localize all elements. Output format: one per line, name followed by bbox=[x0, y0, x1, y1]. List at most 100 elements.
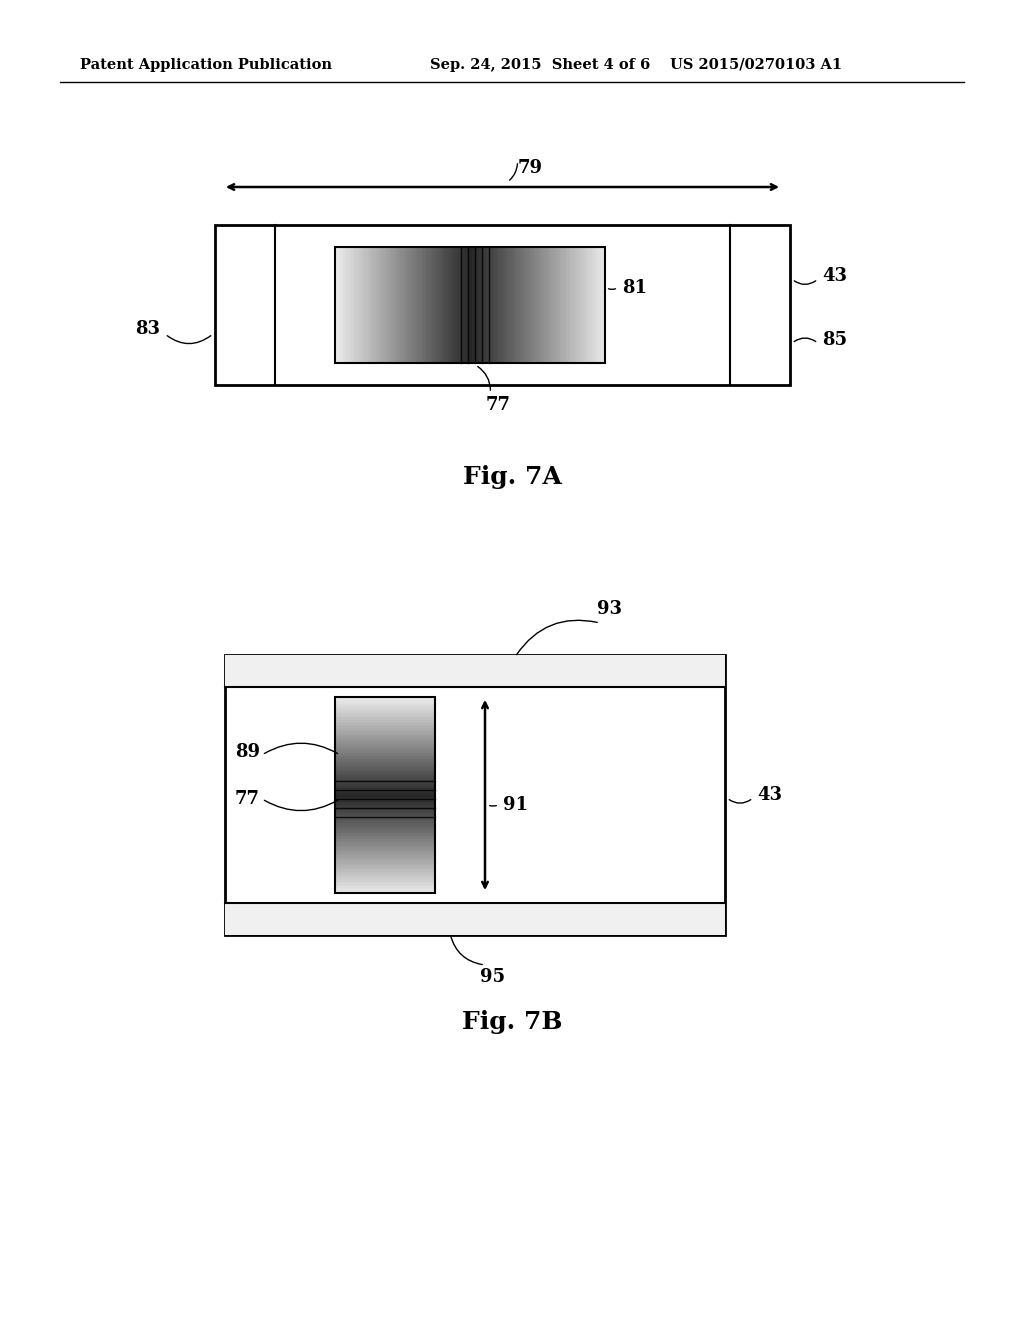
Bar bbox=[452, 247, 455, 363]
Bar bbox=[495, 247, 498, 363]
Bar bbox=[598, 247, 601, 363]
Bar bbox=[538, 247, 541, 363]
Bar bbox=[502, 247, 504, 363]
Bar bbox=[335, 697, 435, 700]
Bar bbox=[335, 874, 435, 875]
Bar bbox=[470, 247, 473, 363]
Bar bbox=[436, 247, 439, 363]
Bar bbox=[589, 247, 592, 363]
Bar bbox=[335, 706, 435, 709]
Bar bbox=[357, 247, 360, 363]
Bar bbox=[335, 846, 435, 847]
Bar bbox=[335, 871, 435, 874]
Bar bbox=[547, 247, 549, 363]
Bar bbox=[481, 247, 484, 363]
Bar bbox=[335, 795, 435, 797]
Bar bbox=[474, 247, 477, 363]
Bar bbox=[477, 247, 479, 363]
Text: 93: 93 bbox=[597, 601, 622, 618]
Bar bbox=[414, 247, 417, 363]
Bar bbox=[581, 247, 583, 363]
Bar bbox=[536, 247, 538, 363]
Bar bbox=[335, 799, 435, 800]
Bar bbox=[342, 247, 344, 363]
Bar bbox=[564, 247, 567, 363]
Bar bbox=[335, 859, 435, 861]
Text: 77: 77 bbox=[485, 396, 510, 414]
Bar bbox=[335, 247, 605, 363]
Bar bbox=[335, 702, 435, 704]
Bar bbox=[335, 861, 435, 862]
Bar bbox=[371, 247, 374, 363]
Bar bbox=[457, 247, 459, 363]
Bar bbox=[389, 247, 392, 363]
Bar bbox=[402, 247, 406, 363]
Bar bbox=[335, 726, 435, 729]
Bar bbox=[540, 247, 543, 363]
Bar bbox=[335, 807, 435, 809]
Bar bbox=[335, 775, 435, 777]
Bar bbox=[387, 247, 389, 363]
Bar bbox=[483, 247, 486, 363]
Bar bbox=[335, 813, 435, 814]
Bar bbox=[335, 733, 435, 735]
Bar bbox=[429, 247, 432, 363]
Bar bbox=[335, 758, 435, 759]
Bar bbox=[340, 247, 342, 363]
Bar bbox=[569, 247, 571, 363]
Bar bbox=[515, 247, 518, 363]
Bar bbox=[558, 247, 560, 363]
Bar bbox=[335, 731, 435, 734]
Bar bbox=[391, 247, 394, 363]
Bar bbox=[335, 780, 435, 783]
Bar bbox=[335, 842, 435, 845]
Bar bbox=[459, 247, 462, 363]
Bar bbox=[335, 779, 435, 781]
Bar bbox=[351, 247, 353, 363]
Bar bbox=[335, 763, 435, 764]
Text: 43: 43 bbox=[757, 785, 782, 804]
Bar bbox=[335, 855, 435, 858]
Bar bbox=[506, 247, 509, 363]
Bar bbox=[335, 791, 435, 792]
Bar bbox=[596, 247, 599, 363]
Bar bbox=[335, 853, 435, 854]
Bar bbox=[504, 247, 507, 363]
Bar bbox=[335, 744, 435, 747]
Bar bbox=[335, 850, 435, 853]
Bar bbox=[335, 705, 435, 708]
Bar bbox=[384, 247, 387, 363]
Bar bbox=[335, 738, 435, 741]
Bar bbox=[335, 777, 435, 779]
Bar bbox=[335, 247, 338, 363]
Bar bbox=[335, 784, 435, 785]
Bar bbox=[335, 701, 435, 702]
Bar bbox=[400, 247, 403, 363]
Bar bbox=[335, 710, 435, 713]
Bar bbox=[335, 812, 435, 813]
Bar bbox=[335, 743, 435, 744]
Bar bbox=[335, 837, 435, 840]
Bar bbox=[335, 759, 435, 762]
Bar bbox=[551, 247, 554, 363]
Bar bbox=[335, 833, 435, 834]
Text: 95: 95 bbox=[480, 968, 505, 986]
Bar bbox=[367, 247, 370, 363]
Bar bbox=[335, 826, 435, 828]
Bar bbox=[335, 747, 435, 750]
Text: Fig. 7A: Fig. 7A bbox=[463, 465, 561, 488]
Bar bbox=[519, 247, 522, 363]
Bar bbox=[511, 247, 513, 363]
Bar bbox=[335, 741, 435, 743]
Bar bbox=[335, 771, 435, 772]
Bar bbox=[549, 247, 552, 363]
Bar bbox=[335, 756, 435, 758]
Text: Sep. 24, 2015  Sheet 4 of 6: Sep. 24, 2015 Sheet 4 of 6 bbox=[430, 58, 650, 73]
Bar bbox=[225, 655, 725, 686]
Bar bbox=[526, 247, 529, 363]
Bar bbox=[500, 247, 502, 363]
Bar bbox=[335, 884, 435, 887]
Bar bbox=[335, 882, 435, 883]
Text: Fig. 7B: Fig. 7B bbox=[462, 1010, 562, 1034]
Bar bbox=[215, 224, 790, 385]
